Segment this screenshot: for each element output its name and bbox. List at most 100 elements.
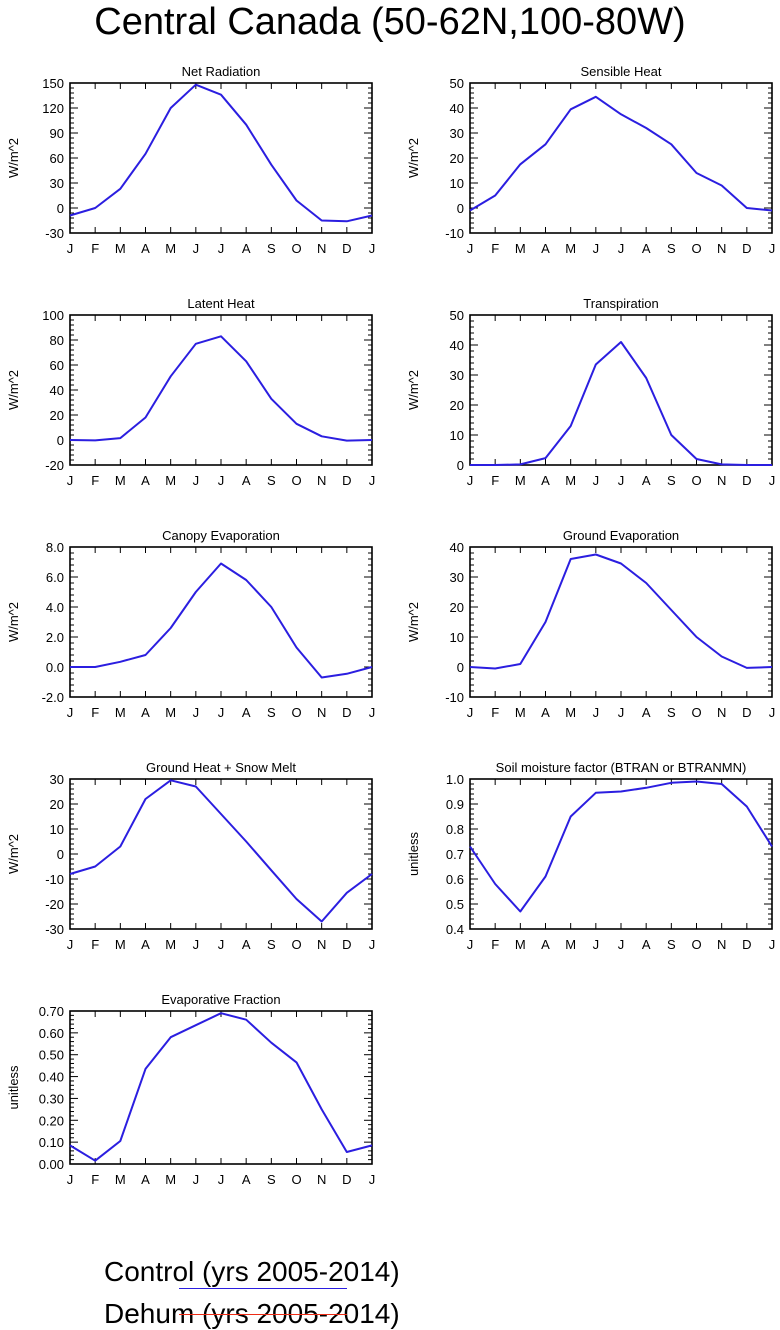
x-tick-label: J: [218, 937, 225, 952]
x-tick-label: N: [317, 1172, 326, 1187]
x-tick-label: J: [769, 705, 776, 720]
series-line-control: [469, 553, 773, 670]
y-tick-label: 60: [50, 151, 64, 166]
x-tick-label: M: [565, 473, 576, 488]
x-tick-label: A: [541, 937, 550, 952]
y-tick-label: 120: [42, 101, 64, 116]
x-tick-label: M: [515, 937, 526, 952]
x-tick-label: A: [642, 937, 651, 952]
x-tick-label: S: [667, 937, 676, 952]
x-tick-label: F: [91, 473, 99, 488]
chart-title: Net Radiation: [182, 64, 261, 79]
x-tick-label: J: [193, 1172, 200, 1187]
x-tick-label: J: [618, 241, 625, 256]
x-tick-label: J: [218, 1172, 225, 1187]
y-tick-label: 50: [450, 308, 464, 323]
plot-frame: [469, 546, 773, 698]
plot-frame: [469, 82, 773, 234]
x-tick-label: D: [742, 937, 751, 952]
y-tick-label: 30: [450, 570, 464, 585]
x-tick-label: O: [691, 473, 701, 488]
x-tick-label: O: [691, 705, 701, 720]
chart-title: Ground Evaporation: [563, 528, 679, 543]
x-tick-label: S: [667, 241, 676, 256]
y-tick-label: -2.0: [42, 690, 64, 705]
y-tick-label: 40: [450, 101, 464, 116]
x-tick-label: M: [515, 705, 526, 720]
y-tick-label: 0: [57, 201, 64, 216]
y-tick-label: 0.10: [39, 1135, 64, 1150]
x-tick-label: S: [667, 705, 676, 720]
y-tick-label: 0.30: [39, 1091, 64, 1106]
x-tick-label: M: [565, 705, 576, 720]
x-tick-label: A: [141, 937, 150, 952]
y-tick-label: 60: [50, 358, 64, 373]
y-tick-label: 10: [450, 176, 464, 191]
y-tick-label: 2.0: [46, 630, 64, 645]
y-tick-label: 90: [50, 126, 64, 141]
x-tick-label: S: [267, 241, 276, 256]
x-tick-label: D: [742, 241, 751, 256]
x-tick-label: F: [491, 241, 499, 256]
y-tick-label: 0.8: [446, 822, 464, 837]
y-tick-label: 0.9: [446, 797, 464, 812]
series-line-control: [69, 1012, 373, 1162]
x-tick-label: J: [618, 705, 625, 720]
x-tick-label: J: [369, 241, 376, 256]
x-tick-label: J: [67, 241, 74, 256]
x-tick-label: D: [342, 705, 351, 720]
y-tick-label: -20: [45, 458, 64, 473]
x-tick-label: J: [218, 241, 225, 256]
y-axis-label: W/m^2: [6, 834, 21, 874]
x-tick-label: N: [717, 705, 726, 720]
y-tick-label: 10: [450, 428, 464, 443]
chart-title: Sensible Heat: [581, 64, 662, 79]
series-line-control: [469, 95, 773, 212]
x-tick-label: J: [218, 705, 225, 720]
y-axis-label: W/m^2: [6, 602, 21, 642]
series-line-control: [69, 83, 373, 223]
x-tick-label: J: [369, 705, 376, 720]
x-tick-label: J: [369, 1172, 376, 1187]
y-tick-label: 0: [457, 660, 464, 675]
y-tick-label: 10: [450, 630, 464, 645]
x-tick-label: N: [317, 937, 326, 952]
x-tick-label: A: [242, 937, 251, 952]
x-tick-label: A: [242, 241, 251, 256]
y-tick-label: 30: [450, 126, 464, 141]
x-tick-label: M: [115, 937, 126, 952]
x-tick-label: M: [165, 473, 176, 488]
y-tick-label: 30: [50, 772, 64, 787]
x-tick-label: J: [218, 473, 225, 488]
x-tick-label: D: [342, 1172, 351, 1187]
x-tick-label: D: [342, 241, 351, 256]
y-tick-label: 30: [450, 368, 464, 383]
legend-line-dehum: [179, 1314, 347, 1315]
x-tick-label: N: [317, 705, 326, 720]
chart-title: Evaporative Fraction: [161, 992, 280, 1007]
y-tick-label: 0.00: [39, 1157, 64, 1172]
y-tick-label: -30: [45, 922, 64, 937]
x-tick-label: J: [193, 473, 200, 488]
y-tick-label: -10: [445, 690, 464, 705]
x-tick-label: S: [267, 705, 276, 720]
x-tick-label: A: [642, 705, 651, 720]
series-line-control: [69, 335, 373, 442]
y-tick-label: 1.0: [446, 772, 464, 787]
y-tick-label: 30: [50, 176, 64, 191]
x-tick-label: D: [742, 473, 751, 488]
x-tick-label: S: [267, 473, 276, 488]
x-tick-label: J: [467, 473, 474, 488]
chart-soil-moisture-factor-btran-or-btranmn: Soil moisture factor (BTRAN or BTRANMN) u…: [406, 760, 775, 952]
x-tick-label: J: [67, 473, 74, 488]
x-tick-label: J: [593, 937, 600, 952]
x-tick-label: A: [141, 1172, 150, 1187]
x-tick-label: J: [193, 705, 200, 720]
x-tick-label: F: [491, 473, 499, 488]
x-tick-label: J: [618, 937, 625, 952]
